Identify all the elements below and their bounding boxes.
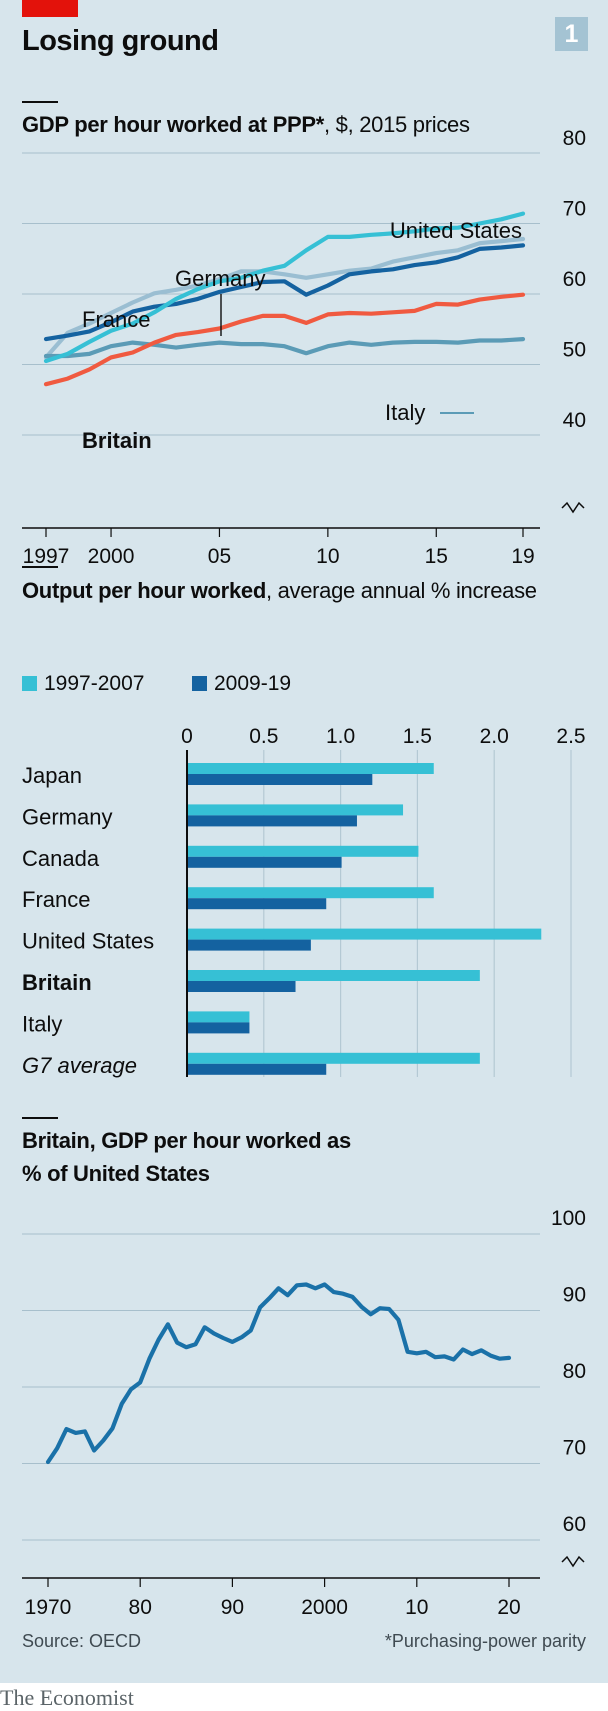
red-tag: [22, 0, 78, 17]
chart1-title-sub: , $, 2015 prices: [324, 112, 470, 137]
bar-1997-2007: [188, 1011, 250, 1023]
headline: Losing ground: [22, 25, 219, 57]
source-note: Source: OECD: [22, 1631, 142, 1651]
x-tick-label: 1970: [25, 1596, 72, 1619]
x-tick-label: 20: [497, 1596, 520, 1619]
section-bar-1: [22, 101, 58, 103]
series-line-germany: [43, 243, 526, 342]
series-line-britain-pct-us: [45, 1282, 512, 1465]
bar-2009-19: [188, 1063, 327, 1075]
axis-break-icon: [561, 501, 585, 514]
series-line-united-states: [43, 211, 526, 364]
x-tick-label: 90: [221, 1596, 244, 1619]
series-line-britain: [43, 292, 526, 387]
x-tick-label: 80: [129, 1596, 152, 1619]
bar-2009-19: [188, 898, 327, 910]
y-tick-label: 80: [563, 1360, 586, 1383]
y-tick-label: 70: [563, 1437, 586, 1460]
x-tick-label: 1.5: [403, 725, 432, 748]
x-tick-label: 10: [405, 1596, 428, 1619]
bar-2009-19: [188, 1022, 250, 1034]
category-label: Canada: [22, 846, 100, 871]
legend-swatch-1997-2007: [22, 676, 37, 691]
x-tick-label: 2.5: [556, 725, 585, 748]
chart1-title-main: GDP per hour worked at PPP*: [22, 112, 325, 137]
x-tick-label: 0: [181, 725, 193, 748]
bar-2009-19: [188, 856, 342, 868]
x-tick-label: 1.0: [326, 725, 355, 748]
category-label: United States: [22, 929, 154, 954]
category-label: Italy: [22, 1011, 62, 1036]
bar-1997-2007: [188, 887, 434, 899]
bar-1997-2007: [188, 763, 434, 774]
chart3-title-line2: % of United States: [22, 1161, 210, 1186]
y-tick-label: 80: [563, 127, 586, 150]
category-label: Japan: [22, 763, 82, 788]
legend-swatch-2009-19: [192, 676, 207, 691]
section-bar-2: [22, 566, 58, 568]
bar-1997-2007: [188, 1052, 480, 1064]
britain-us-line-chart: 60 70 80 90 100 1970 80 90 2000 10 20: [22, 1207, 586, 1619]
series-label-united-states: United States: [390, 218, 522, 243]
bar-1997-2007: [188, 845, 419, 857]
chart3-title: Britain, GDP per hour worked as % of Unit…: [22, 1124, 351, 1190]
output-bar-chart: 1997-2007 2009-19 0 0.5 1.0 1.5 2.0 2.5 Japan Ger…: [22, 672, 586, 1078]
bar-1997-2007: [188, 970, 480, 981]
y-tick-label: 60: [563, 1513, 586, 1536]
series-label-britain: Britain: [82, 428, 152, 453]
category-label: Germany: [22, 804, 112, 829]
category-label: Britain: [22, 970, 92, 995]
legend-label-2009-19: 2009-19: [214, 672, 291, 695]
x-tick-label: 05: [208, 545, 231, 568]
series-label-italy: Italy: [385, 400, 425, 425]
chart2-title-sub: , average annual % increase: [265, 578, 537, 603]
category-label: France: [22, 887, 90, 912]
axis-break-icon: [561, 1555, 585, 1568]
y-tick-label: 90: [563, 1284, 586, 1307]
y-tick-label: 50: [563, 339, 586, 362]
bar-2009-19: [188, 774, 373, 785]
bar-1997-2007: [188, 928, 542, 940]
bar-2009-19: [188, 981, 296, 992]
category-label: G7 average: [22, 1053, 137, 1078]
brand-logo: The Economist: [0, 1685, 134, 1710]
chart2-title-main: Output per hour worked: [22, 578, 266, 603]
x-tick-label: 0.5: [249, 725, 278, 748]
bar-1997-2007: [188, 804, 404, 816]
gdp-line-chart: 40 50 60 70 80 1997 2000 05 10 15 19 United States G…: [22, 127, 586, 568]
y-tick-label: 40: [563, 409, 586, 432]
x-tick-label: 1997: [23, 545, 70, 568]
chart-number-badge: 1: [555, 17, 588, 51]
x-tick-label: 10: [316, 545, 339, 568]
x-tick-label: 15: [425, 545, 448, 568]
bar-2009-19: [188, 939, 311, 951]
x-tick-label: 2000: [88, 545, 135, 568]
x-tick-label: 2.0: [480, 725, 509, 748]
footnote: *Purchasing-power parity: [384, 1631, 586, 1651]
y-tick-label: 60: [563, 268, 586, 291]
y-tick-label: 70: [563, 198, 586, 221]
series-line-italy: [43, 337, 526, 359]
legend-label-1997-2007: 1997-2007: [44, 672, 144, 695]
series-label-germany: Germany: [175, 266, 265, 291]
chart3-title-line1: Britain, GDP per hour worked as: [22, 1128, 351, 1153]
x-tick-label: 2000: [301, 1596, 348, 1619]
y-tick-label: 100: [551, 1207, 586, 1230]
bar-2009-19: [188, 815, 357, 827]
series-label-france: France: [82, 307, 150, 332]
section-bar-3: [22, 1117, 58, 1119]
chart1-title: GDP per hour worked at PPP*, $, 2015 pri…: [22, 108, 470, 141]
x-tick-label: 19: [511, 545, 534, 568]
series-line-france: [43, 236, 526, 360]
chart2-title: Output per hour worked, average annual %…: [22, 574, 537, 607]
